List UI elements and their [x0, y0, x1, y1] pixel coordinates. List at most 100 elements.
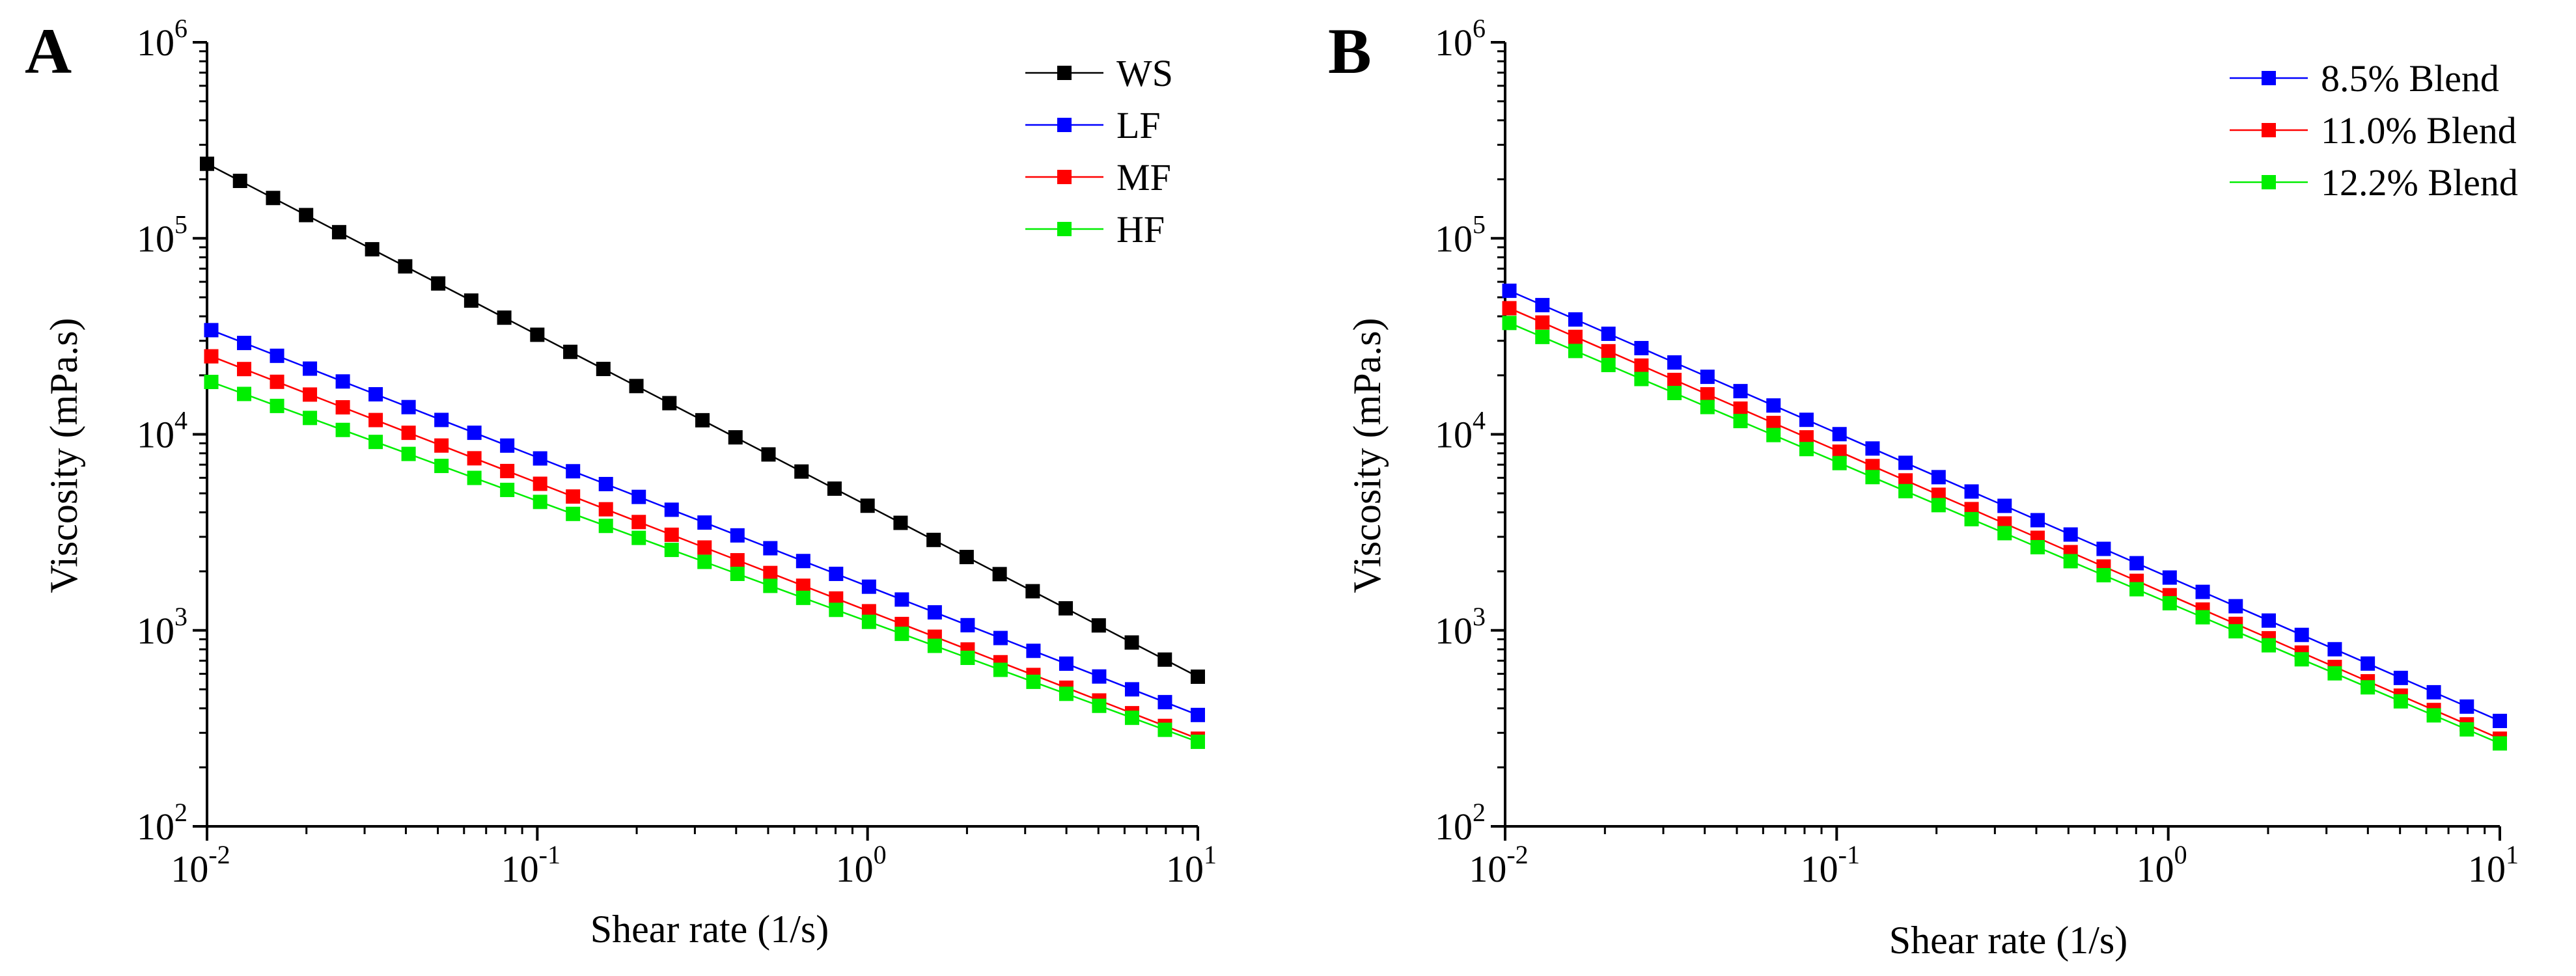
y-tick-label: 104 [1435, 406, 1486, 456]
y-tick-label: 103 [137, 602, 187, 652]
data-point [1964, 511, 1979, 526]
y-axis-label: Viscosity (mPa.s) [42, 318, 85, 593]
data-point [2195, 610, 2210, 625]
data-point [796, 554, 810, 569]
data-point [763, 565, 778, 580]
data-point [566, 464, 581, 479]
x-tick-label: 101 [1166, 840, 1217, 890]
data-point [566, 506, 581, 521]
data-point [1025, 584, 1040, 599]
data-point [894, 592, 909, 607]
data-point [829, 566, 844, 581]
data-point [237, 336, 252, 351]
y-tick-label: 106 [1435, 14, 1486, 64]
data-point [1799, 413, 1814, 427]
data-point [2459, 722, 2474, 737]
data-point [1059, 601, 1073, 616]
data-point [2162, 570, 2177, 585]
data-point [1157, 722, 1172, 737]
data-point [2096, 568, 2111, 583]
data-point [1059, 656, 1073, 671]
legend-marker [1057, 66, 1072, 80]
data-point [204, 375, 219, 390]
legend-marker [1057, 118, 1072, 132]
data-point [598, 519, 613, 534]
data-point [365, 242, 380, 257]
data-point [763, 578, 778, 593]
data-point [796, 578, 810, 593]
x-tick-label: 100 [2137, 840, 2187, 890]
data-point [2426, 685, 2441, 699]
x-tick-label: 10-1 [1801, 840, 1860, 890]
data-point [2361, 680, 2375, 695]
panel-label: A [25, 15, 72, 87]
data-point [893, 515, 908, 530]
data-point [1634, 358, 1649, 373]
data-point [467, 426, 482, 441]
data-point [1700, 370, 1715, 385]
data-point [1931, 498, 1946, 513]
data-point [993, 630, 1008, 645]
legend-marker [1057, 222, 1072, 236]
data-point [697, 540, 712, 555]
data-point [2030, 513, 2045, 528]
data-point [861, 614, 876, 629]
data-point [1766, 416, 1781, 431]
data-point [664, 543, 679, 558]
data-point [960, 617, 975, 632]
data-point [2228, 599, 2243, 614]
data-point [1964, 484, 1979, 499]
data-point [763, 541, 778, 556]
data-point [335, 374, 350, 389]
data-point [1997, 526, 2012, 541]
data-point [631, 530, 646, 545]
y-tick-label: 102 [1435, 798, 1486, 848]
data-point [237, 386, 252, 401]
data-point [662, 396, 677, 411]
data-point [664, 502, 679, 517]
data-point [1601, 357, 1616, 372]
data-point [927, 605, 942, 620]
data-point [2129, 582, 2144, 597]
x-tick-label: 10-2 [1469, 840, 1528, 890]
data-point [530, 327, 545, 342]
data-point [434, 459, 449, 474]
x-axis-label: Shear rate (1/s) [1889, 919, 2128, 962]
data-point [860, 498, 875, 513]
panel-label: B [1328, 15, 1372, 87]
y-tick-label: 105 [137, 210, 187, 260]
data-point [1667, 386, 1682, 401]
data-point [335, 422, 350, 437]
data-point [993, 662, 1008, 677]
data-point [631, 489, 646, 504]
y-axis-label: Viscosity (mPa.s) [1346, 318, 1389, 593]
y-tick-label: 103 [1435, 602, 1486, 652]
data-point [1634, 341, 1649, 356]
data-point [467, 451, 482, 466]
data-point [829, 591, 844, 606]
legend-label: 8.5% Blend [2321, 57, 2499, 100]
data-point [500, 482, 515, 497]
data-point [1502, 283, 1517, 298]
data-point [2228, 624, 2243, 639]
data-point [1568, 344, 1583, 359]
legend-label: WS [1116, 52, 1173, 94]
x-axis-label: Shear rate (1/s) [590, 908, 829, 951]
data-point [1157, 652, 1172, 667]
data-point [497, 310, 512, 325]
legend-label: MF [1116, 156, 1171, 198]
legend-marker [2262, 175, 2276, 189]
data-point [1634, 372, 1649, 386]
data-point [2294, 652, 2309, 667]
data-point [1535, 297, 1550, 312]
data-point [598, 476, 613, 491]
data-point [1700, 386, 1715, 401]
data-point [270, 374, 284, 389]
data-point [204, 349, 219, 364]
data-point [563, 344, 578, 359]
y-tick-label: 106 [137, 14, 187, 64]
x-tick-label: 100 [836, 840, 887, 890]
data-point [401, 426, 416, 441]
data-point [266, 191, 281, 206]
legend-marker [2262, 71, 2276, 85]
